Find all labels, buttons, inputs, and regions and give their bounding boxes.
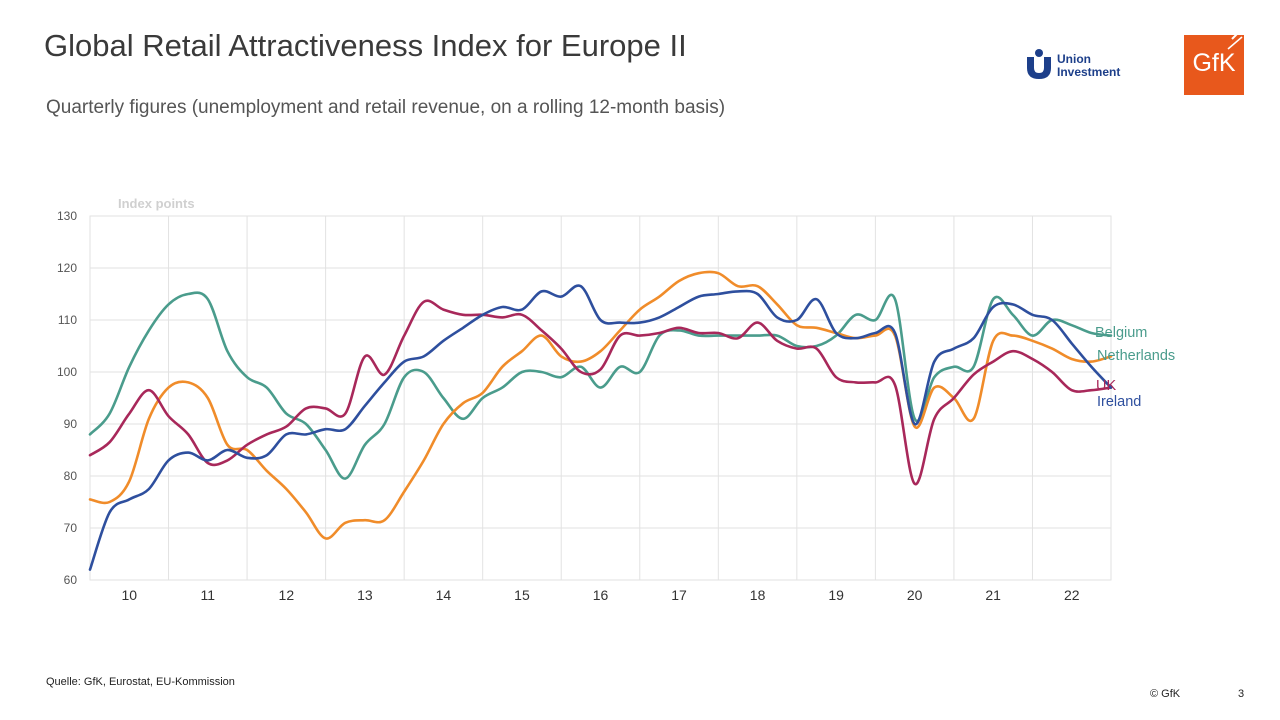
gfk-logo-stroke-icon: [1227, 35, 1243, 50]
y-tick-label: 130: [57, 209, 77, 223]
x-tick-label: 10: [121, 587, 137, 603]
y-tick-label: 60: [64, 573, 78, 587]
x-tick-label: 13: [357, 587, 373, 603]
gfk-logo: GfK: [1184, 35, 1244, 95]
y-tick-label: 70: [64, 521, 78, 535]
x-tick-label: 14: [436, 587, 452, 603]
union-investment-wordmark: Union Investment: [1057, 52, 1121, 79]
series-line-netherlands: [88, 270, 1113, 540]
x-tick-label: 16: [593, 587, 609, 603]
y-tick-label: 100: [57, 365, 77, 379]
y-axis-label: Index points: [118, 196, 195, 211]
union-investment-logo: [1025, 48, 1135, 82]
gfk-wordmark: GfK: [1192, 49, 1236, 77]
legend-label-ireland: Ireland: [1097, 394, 1141, 410]
x-tick-label: 21: [985, 587, 1001, 603]
legend-label-netherlands: Netherlands: [1097, 348, 1175, 364]
page-title: Global Retail Attractiveness Index for E…: [44, 28, 687, 63]
legend-label-uk: UK: [1096, 378, 1116, 394]
series-line-belgium: [88, 291, 1113, 480]
union-investment-icon: [1027, 49, 1051, 79]
x-tick-label: 12: [279, 587, 295, 603]
y-tick-label: 80: [64, 469, 78, 483]
page-number: 3: [1238, 688, 1245, 700]
series-line-uk: [88, 299, 1113, 486]
legend-label-belgium: Belgium: [1095, 325, 1147, 341]
y-tick-label: 110: [58, 313, 77, 327]
x-tick-label: 18: [750, 587, 766, 603]
plot-area: [89, 215, 1112, 581]
page-subtitle: Quarterly figures (unemployment and reta…: [46, 97, 726, 118]
source-note: Quelle: GfK, Eurostat, EU-Kommission: [46, 676, 235, 688]
x-tick-label: 19: [828, 587, 844, 603]
copyright: © GfK: [1150, 688, 1181, 700]
x-tick-label: 11: [201, 587, 216, 603]
x-tick-label: 20: [907, 587, 923, 603]
series-line-ireland: [88, 284, 1113, 571]
x-tick-label: 17: [671, 587, 687, 603]
x-tick-label: 15: [514, 587, 530, 603]
x-tick-label: 22: [1064, 587, 1080, 603]
y-tick-label: 90: [64, 417, 78, 431]
y-tick-label: 120: [57, 261, 77, 275]
